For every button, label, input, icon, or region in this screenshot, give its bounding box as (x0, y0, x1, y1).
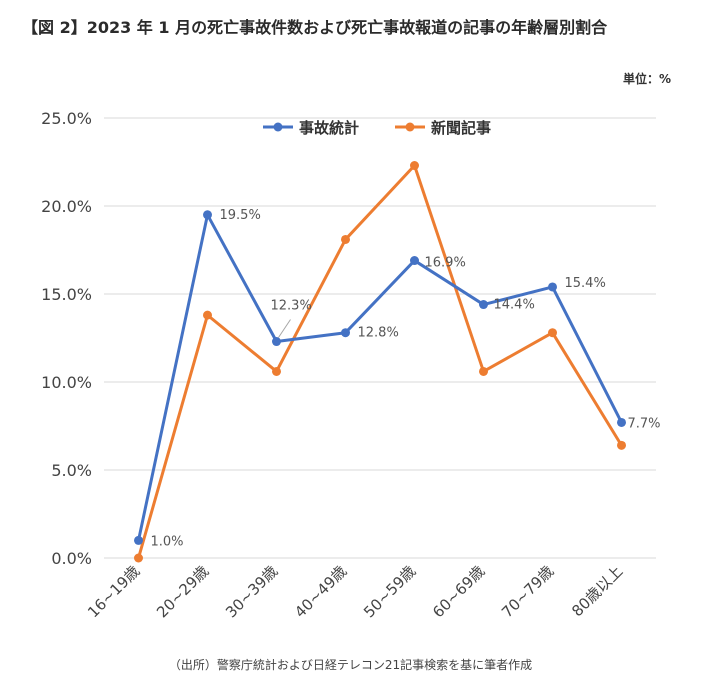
x-tick-label: 60~69歳 (429, 562, 488, 621)
source-note: （出所）警察庁統計および日経テレコン21記事検索を基に筆者作成 (168, 658, 533, 672)
y-tick-label: 5.0% (51, 461, 92, 480)
data-label: 15.4% (565, 276, 606, 291)
series-line-news-articles (137, 164, 623, 559)
data-label: 19.5% (220, 208, 261, 223)
data-label: 1.0% (151, 534, 184, 549)
data-point (617, 417, 626, 427)
legend-swatch-marker (273, 122, 283, 132)
legend-label: 新聞記事 (431, 119, 491, 137)
data-point (341, 234, 350, 244)
data-point (410, 161, 419, 171)
legend-label: 事故統計 (299, 119, 359, 137)
data-label: 16.9% (425, 256, 466, 271)
line-chart: 0.0% 5.0% 10.0% 15.0% 20.0% 25.0% 16~19歳 20~29歳… (41, 109, 661, 621)
x-tick-label: 80歳以上 (568, 562, 626, 620)
x-tick-label: 20~29歳 (153, 562, 212, 621)
data-point (203, 210, 212, 220)
data-point (617, 440, 626, 450)
y-tick-label: 0.0% (51, 549, 92, 568)
data-point (203, 310, 212, 320)
y-tick-label: 20.0% (41, 197, 92, 216)
data-label: 12.3% (271, 299, 312, 314)
legend-swatch-marker (405, 122, 415, 132)
data-point (134, 553, 143, 563)
y-tick-label: 15.0% (41, 285, 92, 304)
data-label: 12.8% (358, 326, 399, 341)
chart-title: 【図 2】2023 年 1 月の死亡事故件数および死亡事故報道の記事の年齢層別割… (22, 18, 608, 37)
data-point (548, 328, 557, 338)
data-point (479, 300, 488, 310)
data-point (410, 256, 419, 266)
unit-label: 単位：% (622, 72, 671, 86)
x-tick-label: 30~39歳 (222, 562, 281, 621)
data-point (341, 328, 350, 338)
data-point (548, 282, 557, 292)
data-point (272, 337, 281, 347)
y-tick-label: 25.0% (41, 109, 92, 128)
x-tick-label: 16~19歳 (84, 562, 143, 621)
x-tick-label: 40~49歳 (291, 562, 350, 621)
x-tick-label: 70~79歳 (498, 562, 557, 621)
data-label: 14.4% (494, 298, 535, 313)
x-tick-label: 50~59歳 (360, 562, 419, 621)
y-tick-label: 10.0% (41, 373, 92, 392)
data-point (272, 366, 281, 376)
label-leader-line (278, 319, 291, 338)
data-point (134, 535, 143, 545)
data-point (479, 366, 488, 376)
data-label: 7.7% (628, 416, 661, 431)
series-line-accident-stats (137, 213, 623, 541)
